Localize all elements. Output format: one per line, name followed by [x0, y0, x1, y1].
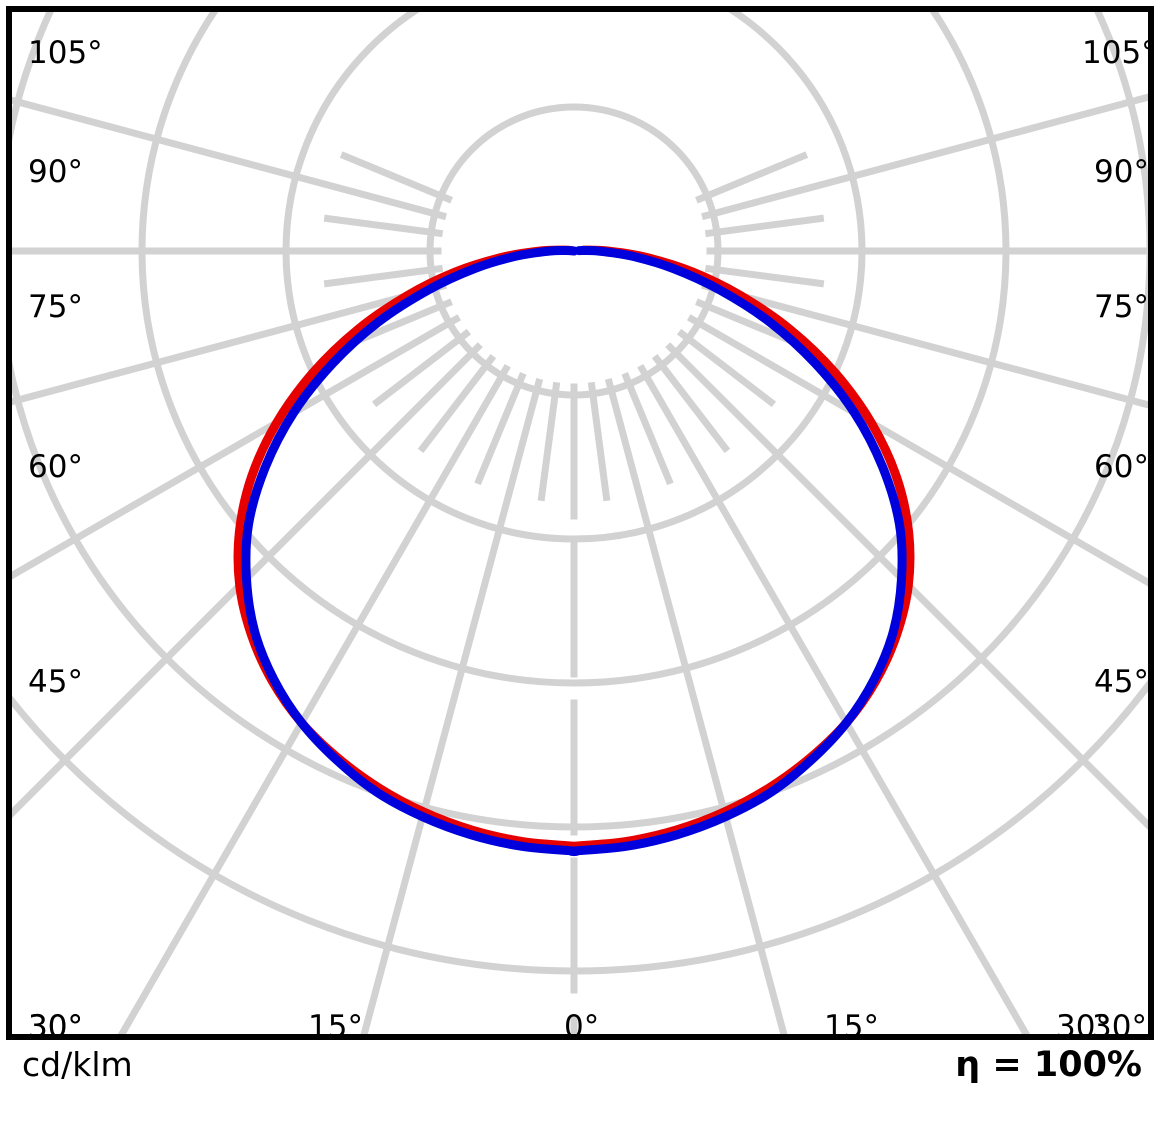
axis-tick-right-2: 75° — [1094, 289, 1149, 325]
axis-tick-corner-1: 30° — [1056, 1009, 1111, 1040]
axis-tick-right-3: 60° — [1094, 449, 1149, 485]
grid-radial-lines — [12, 93, 1148, 1034]
axis-tick-right-0: 105° — [1082, 35, 1154, 71]
axis-tick-right-1: 90° — [1094, 154, 1149, 190]
legend: C0 - C180 C90 - C270 — [0, 1040, 1164, 1140]
axis-tick-bottom-0: 15° — [308, 1009, 363, 1040]
axis-tick-left-1: 90° — [28, 154, 83, 190]
axis-tick-left-3: 60° — [28, 449, 83, 485]
axis-tick-left-0: 105° — [28, 35, 103, 71]
axis-tick-left-4: 45° — [28, 664, 83, 700]
axis-tick-bottom-2: 15° — [824, 1009, 879, 1040]
efficiency-label: η = 100% — [955, 1045, 1142, 1085]
axis-tick-bottom-1: 0° — [564, 1009, 600, 1040]
series-curve — [241, 245, 907, 857]
axis-tick-corner-0: 30° — [28, 1009, 83, 1040]
polar-grid-and-curves — [12, 12, 1148, 1034]
grid-rings — [12, 12, 1148, 975]
axis-tick-left-5: 30° — [28, 1009, 83, 1040]
series-curve — [233, 245, 915, 852]
unit-label: cd/klm — [22, 1045, 133, 1084]
axis-tick-right-4: 45° — [1094, 664, 1149, 700]
series-curves — [233, 245, 915, 857]
axis-tick-left-2: 75° — [28, 289, 83, 325]
axis-tick-right-5: 30° — [1092, 1009, 1147, 1040]
plot-frame: 105° 90° 75° 60° 45° 30° 105° 90° 75° 60° 45° 30° … — [6, 6, 1154, 1040]
